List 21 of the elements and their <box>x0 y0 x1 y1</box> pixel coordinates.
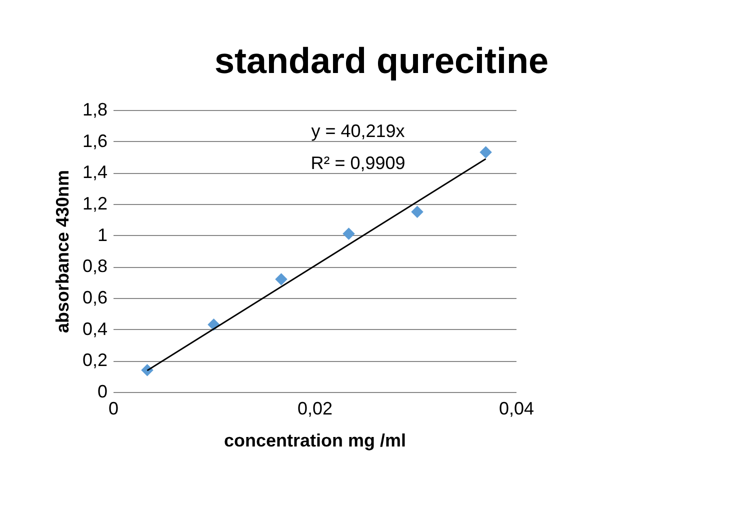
x-tick-label: 0,02 <box>297 398 333 418</box>
x-axis-title: concentration mg /ml <box>224 430 406 450</box>
y-tick-label: 1,2 <box>82 194 108 214</box>
y-tick-label: 0,6 <box>82 288 108 308</box>
y-axis-title: absorbance 430nm <box>52 170 72 334</box>
point <box>411 206 424 218</box>
y-tick-label: 0 <box>97 382 108 402</box>
y-tick-label: 1,6 <box>82 130 108 151</box>
annotation: y = 40,219x <box>311 121 405 141</box>
point <box>342 228 355 240</box>
point <box>275 273 288 286</box>
annotation: R² = 0,9909 <box>310 153 406 173</box>
y-tick-label: 1 <box>97 224 108 245</box>
y-tick-label: 1,4 <box>82 162 108 182</box>
x-tick-label: 0,04 <box>498 398 534 418</box>
chart-title: standard qurecitine <box>214 40 549 81</box>
y-tick-label: 1,8 <box>82 100 108 120</box>
y-tick-label: 0,2 <box>82 350 108 370</box>
y-tick-label: 0,4 <box>82 318 108 339</box>
point <box>480 146 492 158</box>
y-tick-label: 0,8 <box>82 256 108 276</box>
